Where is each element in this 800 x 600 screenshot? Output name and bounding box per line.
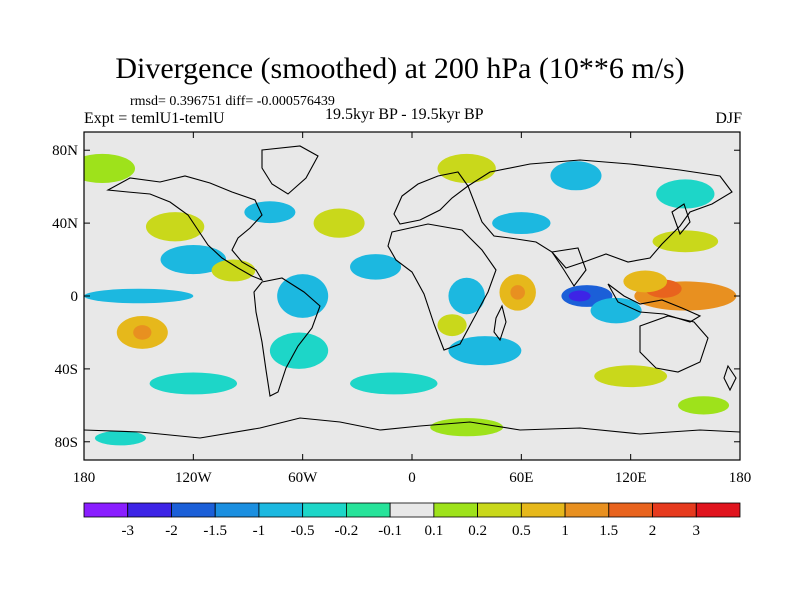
field-region-25 (656, 179, 715, 209)
x-tick-label: 180 (73, 470, 96, 486)
colorbar-label: 2 (649, 523, 657, 539)
plot-title: Divergence (smoothed) at 200 hPa (10**6 … (115, 52, 685, 85)
colorbar-label: 0.5 (512, 523, 531, 539)
field-region-23 (550, 161, 602, 191)
coastline-south-america (253, 277, 321, 397)
colorbar-swatch-12 (608, 502, 653, 518)
coastline-greenland (261, 145, 319, 195)
x-tick-label: 60E (509, 470, 533, 486)
y-tick-label: 40S (55, 362, 78, 378)
x-tick-label: 0 (408, 470, 416, 486)
colorbar-label: 1 (561, 523, 569, 539)
coastline-india (551, 247, 587, 287)
field-region-24 (84, 153, 136, 184)
field-region-29 (594, 365, 668, 388)
field-region-21 (350, 254, 402, 280)
coastline-asia (467, 159, 733, 269)
colorbar: -3 -2 -1.5 -1 -0.5 -0.2 -0.1 0.1 0.2 0.5 1 1.5 2 3 (83, 502, 741, 539)
colorbar-swatch-11 (564, 502, 610, 518)
field-region-26 (652, 230, 719, 253)
colorbar-swatch-3 (214, 502, 260, 518)
coastline-africa (387, 223, 497, 351)
colorbar-label: -0.5 (291, 523, 315, 539)
y-tick-label: 80S (55, 435, 78, 451)
field-region-9 (448, 336, 522, 366)
x-tick-label: 60W (288, 470, 318, 486)
x-tick-label: 120E (615, 470, 647, 486)
coastline-north-america (106, 175, 264, 282)
colorbar-swatch-0 (83, 502, 129, 518)
field-region-22 (437, 153, 496, 184)
field-region-33 (678, 396, 730, 415)
field-region-27 (492, 212, 551, 235)
colorbar-swatch-4 (258, 502, 304, 518)
field-region-10 (437, 314, 467, 337)
field-region-4 (568, 290, 591, 302)
colorbar-label: 3 (693, 523, 701, 539)
rmsd-diff-stats: rmsd= 0.396751 diff= -0.000576439 (130, 94, 335, 109)
period-label: 19.5kyr BP - 19.5kyr BP (325, 106, 484, 123)
colorbar-swatch-9 (477, 502, 522, 518)
y-tick-label: 80N (52, 143, 78, 159)
colorbar-label: -0.2 (335, 523, 359, 539)
season-label: DJF (715, 110, 742, 127)
field-region-20 (313, 208, 365, 238)
field-region-32 (94, 430, 146, 446)
coastline-new-zealand (723, 364, 737, 392)
field-region-2 (623, 270, 668, 293)
colorbar-swatch-5 (302, 502, 347, 518)
colorbar-label: -1 (253, 523, 266, 539)
colorbar-swatch-10 (520, 502, 566, 518)
x-tick-label: 120W (175, 470, 213, 486)
colorbar-swatch-8 (433, 502, 479, 518)
x-tick-label: 180 (729, 470, 752, 486)
field-region-15 (145, 212, 205, 242)
field-region-13 (84, 288, 194, 304)
colorbar-swatch-6 (345, 502, 391, 518)
colorbar-label: 1.5 (599, 523, 618, 539)
colorbar-swatch-14 (695, 502, 741, 518)
experiment-label: Expt = temlU1-temlU (84, 110, 225, 127)
coastline-japan (671, 203, 691, 236)
field-region-31 (430, 418, 504, 437)
colorbar-swatch-7 (389, 502, 435, 518)
field-region-18 (277, 274, 329, 318)
field-region-30 (350, 372, 438, 395)
colorbar-label: -3 (121, 523, 134, 539)
colorbar-label: -2 (165, 523, 178, 539)
colorbar-label: 0.1 (424, 523, 443, 539)
colorbar-swatch-13 (652, 502, 697, 518)
field-region-28 (149, 372, 238, 395)
axes: 180 120W 60W 0 60E 120E 180 80N 40N 0 40S 80S (52, 132, 751, 486)
coastline-maritime-continent (607, 283, 702, 323)
field-region-12 (133, 325, 152, 340)
colorbar-label: 0.2 (468, 523, 487, 539)
field-region-14 (160, 244, 227, 275)
colorbar-swatch-2 (171, 502, 216, 518)
field-region-17 (244, 201, 296, 224)
coastlines (84, 145, 740, 439)
field-region-5 (590, 297, 642, 324)
colorbar-label: -1.5 (203, 523, 227, 539)
field-region-16 (211, 259, 256, 282)
coastline-antarctica (84, 417, 740, 439)
coastline-australia (639, 315, 709, 373)
colorbar-swatch-1 (127, 502, 172, 518)
field-region-19 (269, 332, 329, 369)
coastline-madagascar (493, 304, 507, 342)
divergence-field (84, 153, 737, 446)
y-tick-label: 40N (52, 216, 78, 232)
field-region-7 (510, 285, 525, 300)
y-tick-label: 0 (71, 289, 79, 305)
field-region-8 (448, 277, 485, 315)
colorbar-label: -0.1 (378, 523, 402, 539)
